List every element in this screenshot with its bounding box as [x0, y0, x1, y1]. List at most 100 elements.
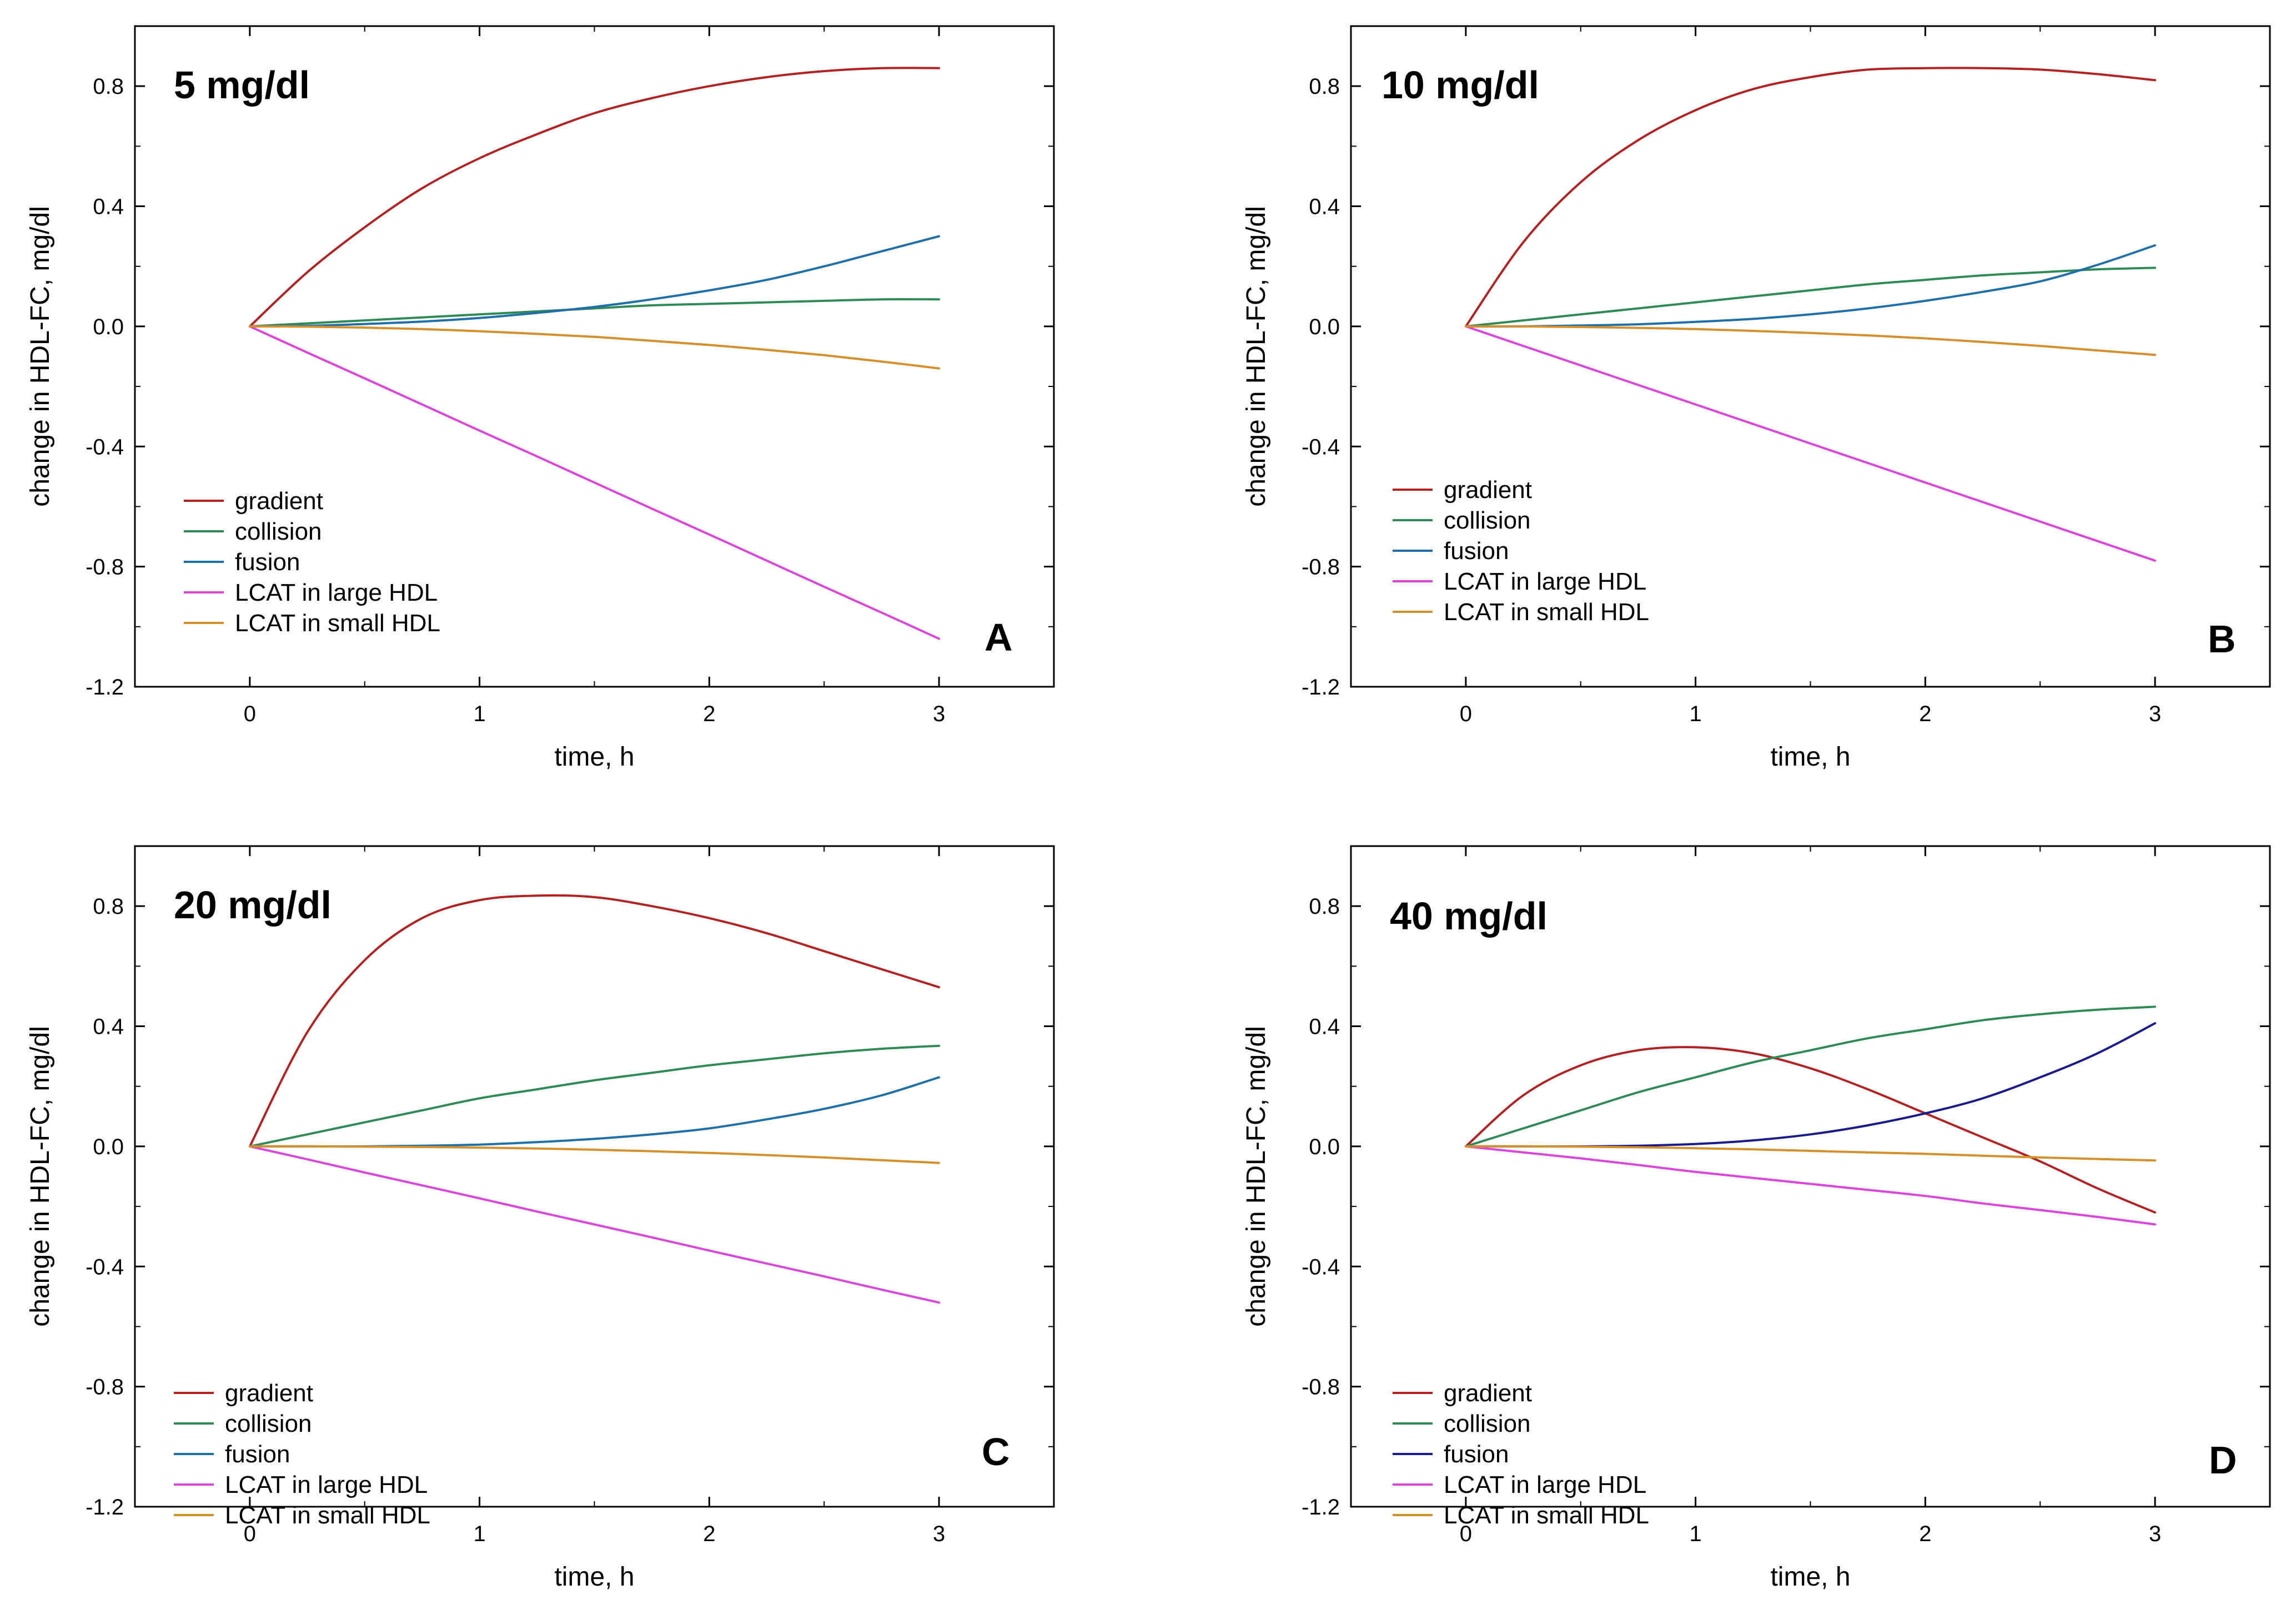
legend: gradient collision fusion LCAT in large HDL…: [184, 487, 440, 637]
y-tick-label: 0.8: [93, 74, 124, 99]
panel-letter: A: [984, 616, 1013, 659]
panel-b: 0 1 2 3 0.8 0.4 0.0 -0.4 -0.8 -1.2 time, h change i…: [1242, 25, 2271, 772]
x-tick-label: 0: [244, 1522, 256, 1546]
series-group: [248, 894, 941, 1304]
legend-item: fusion: [1393, 1441, 1509, 1468]
series-line-fusion: [1464, 244, 2157, 328]
legend-label: collision: [1444, 1410, 1531, 1437]
legend-label: fusion: [1444, 537, 1509, 565]
y-tick-label: 0.4: [1309, 1015, 1340, 1039]
panel-letter: B: [2208, 617, 2236, 661]
legend-item: collision: [184, 518, 322, 545]
legend-item: fusion: [174, 1441, 290, 1468]
legend-label: gradient: [1444, 476, 1532, 504]
legend-item: LCAT in small HDL: [1393, 1502, 1649, 1529]
y-tick-label: -0.4: [1302, 1255, 1340, 1279]
series-line-collision: [248, 298, 941, 328]
series-line-collision: [248, 1044, 941, 1148]
x-tick-label: 0: [1460, 702, 1472, 726]
legend-item: fusion: [1393, 537, 1509, 565]
legend-item: LCAT in large HDL: [1393, 1471, 1646, 1498]
y-tick-label: 0.8: [93, 894, 124, 919]
legend-item: LCAT in large HDL: [174, 1471, 428, 1498]
legend-label: gradient: [1444, 1380, 1532, 1407]
x-axis-label: time, h: [1770, 1562, 1850, 1592]
panel-a: 0 1 2 3 0.8 0.4 0.0 -0.4 -0.8 -1.2 time, h change i…: [26, 25, 1055, 772]
legend-label: fusion: [225, 1441, 290, 1468]
legend: gradient collision fusion LCAT in large HDL…: [174, 1380, 430, 1529]
x-tick-label: 2: [1919, 1522, 1931, 1546]
y-tick-label: -0.8: [1302, 555, 1340, 580]
legend-item: LCAT in large HDL: [1393, 568, 1646, 595]
legend-item: gradient: [1393, 476, 1532, 504]
series-line-lcat-in-large-hdl: [1464, 325, 2157, 562]
x-tick-label: 1: [1690, 1522, 1702, 1546]
series-line-collision: [1464, 266, 2157, 328]
y-tick-label: -1.2: [1302, 675, 1340, 700]
panel-title: 5 mg/dl: [174, 63, 310, 107]
legend-item: gradient: [184, 487, 323, 515]
panel-letter: C: [982, 1430, 1010, 1473]
series-line-fusion: [248, 235, 941, 328]
legend-item: LCAT in large HDL: [184, 579, 438, 606]
legend-item: collision: [1393, 507, 1531, 534]
series-line-gradient: [1464, 1046, 2157, 1214]
y-tick-label: 0.0: [1309, 1135, 1340, 1159]
legend-item: collision: [1393, 1410, 1531, 1437]
x-axis-label: time, h: [554, 1562, 634, 1592]
x-tick-label: 3: [2149, 1522, 2161, 1546]
legend-item: LCAT in small HDL: [184, 610, 440, 637]
y-tick-label: -0.8: [86, 1375, 124, 1400]
legend-label: collision: [225, 1410, 312, 1437]
y-tick-label: 0.8: [1309, 894, 1340, 919]
legend-label: LCAT in large HDL: [235, 579, 438, 606]
y-tick-label: -0.4: [1302, 435, 1340, 459]
legend: gradient collision fusion LCAT in large HDL…: [1393, 1380, 1649, 1529]
series-line-gradient: [248, 67, 941, 328]
x-tick-label: 0: [1460, 1522, 1472, 1546]
series-group: [248, 67, 941, 640]
panel-d: 0 1 2 3 0.8 0.4 0.0 -0.4 -0.8 -1.2 time, h change i…: [1242, 845, 2271, 1592]
x-axis-label: time, h: [1770, 742, 1850, 772]
x-tick-label: 1: [1690, 702, 1702, 726]
panels: 0 1 2 3 0.8 0.4 0.0 -0.4 -0.8 -1.2 time, h change i…: [26, 25, 2271, 1592]
legend-label: LCAT in small HDL: [235, 610, 440, 637]
legend-item: gradient: [174, 1380, 313, 1407]
x-tick-label: 3: [933, 1522, 945, 1546]
legend-item: gradient: [1393, 1380, 1532, 1407]
y-axis-label: change in HDL-FC, mg/dl: [26, 1026, 55, 1327]
legend: gradient collision fusion LCAT in large HDL…: [1393, 476, 1649, 626]
y-tick-label: 0.4: [1309, 195, 1340, 219]
legend-item: fusion: [184, 549, 300, 576]
y-axis-label: change in HDL-FC, mg/dl: [26, 206, 55, 507]
y-tick-label: 0.8: [1309, 74, 1340, 99]
panel-title: 20 mg/dl: [174, 883, 331, 927]
series-group: [1464, 1005, 2157, 1226]
y-axis-label: change in HDL-FC, mg/dl: [1242, 1026, 1271, 1327]
x-tick-label: 0: [244, 702, 256, 726]
series-line-lcat-in-large-hdl: [1464, 1145, 2157, 1226]
y-tick-label: -0.8: [1302, 1375, 1340, 1400]
legend-label: collision: [235, 518, 322, 545]
x-tick-label: 2: [703, 702, 715, 726]
y-tick-label: -1.2: [86, 675, 124, 700]
y-tick-label: -0.4: [86, 1255, 124, 1279]
y-tick-label: -0.4: [86, 435, 124, 459]
x-tick-label: 1: [474, 702, 486, 726]
legend-label: LCAT in small HDL: [1444, 598, 1649, 626]
y-axis-label: change in HDL-FC, mg/dl: [1242, 206, 1271, 507]
y-tick-label: -1.2: [86, 1495, 124, 1520]
legend-label: gradient: [235, 487, 323, 515]
y-tick-label: 0.0: [93, 315, 124, 339]
series-line-gradient: [248, 894, 941, 1148]
series-line-lcat-in-small-hdl: [248, 325, 941, 370]
series-line-lcat-in-small-hdl: [1464, 1145, 2157, 1162]
legend-label: LCAT in small HDL: [1444, 1502, 1649, 1529]
legend-item: collision: [174, 1410, 312, 1437]
series-line-lcat-in-large-hdl: [248, 1145, 941, 1304]
x-tick-label: 3: [933, 702, 945, 726]
x-tick-label: 1: [474, 1522, 486, 1546]
series-line-lcat-in-large-hdl: [248, 325, 941, 640]
